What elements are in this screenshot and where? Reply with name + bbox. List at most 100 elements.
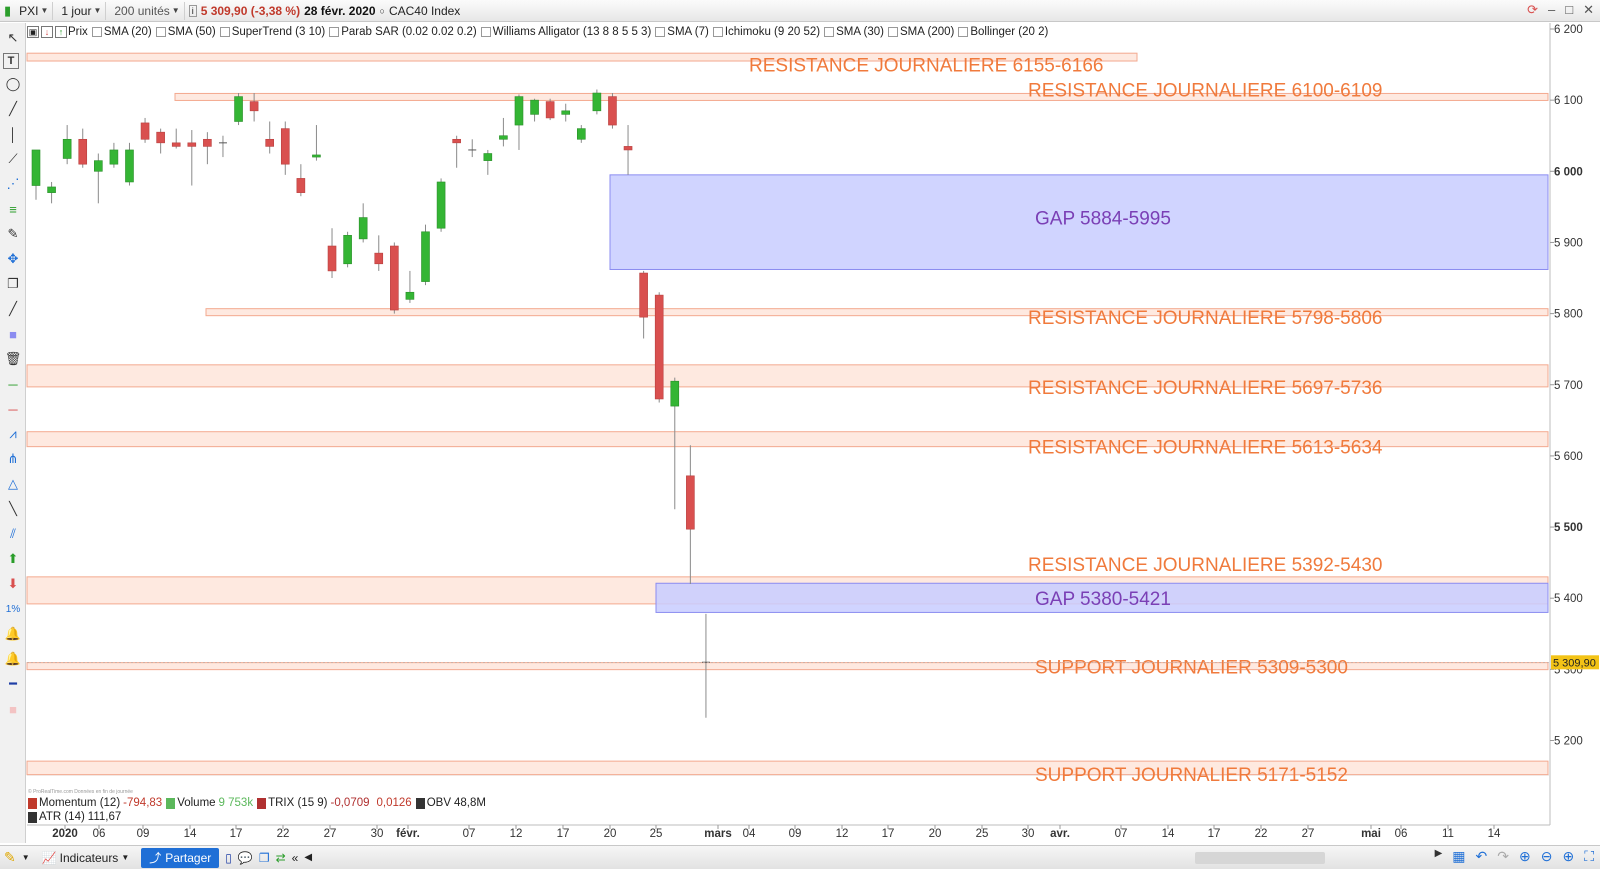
candle (483, 149, 493, 175)
cursor-icon[interactable]: ↖ (7, 30, 19, 45)
triangle-icon[interactable]: △ (8, 476, 18, 491)
indicator-color-swatch[interactable] (166, 797, 176, 809)
indicator-checkbox[interactable] (219, 26, 230, 37)
horizontal-line-red-icon[interactable]: ─ (8, 401, 18, 417)
fullscreen-icon[interactable]: ⛶ (1584, 848, 1594, 864)
redo-icon[interactable]: ↷ (1497, 848, 1509, 864)
undo-icon[interactable]: ↶ (1475, 848, 1488, 864)
rectangle-icon[interactable]: ■ (9, 326, 17, 342)
copy-icon[interactable]: ❐ (7, 276, 19, 291)
indicators-button[interactable]: 📈 Indicateurs ▼ (36, 848, 136, 868)
scroll-right-icon[interactable]: ▶ (1434, 848, 1443, 859)
fibonacci-icon[interactable]: ≡ (9, 201, 17, 217)
color-swatch-icon[interactable]: ■ (9, 701, 17, 717)
zoom-in-icon[interactable]: ⊕ (1562, 848, 1575, 864)
sub-indicator-name[interactable]: OBV (426, 797, 452, 809)
windows-icon[interactable]: ❐ (258, 850, 270, 865)
move-icon[interactable]: ✥ (7, 251, 19, 266)
indicator-item[interactable]: Parab SAR (0.02 0.02 0.2) (341, 26, 477, 38)
pencil-icon[interactable]: ╲ (9, 501, 17, 516)
indicator-color-swatch[interactable] (257, 797, 267, 809)
calendar-icon[interactable]: ▦ (1452, 848, 1466, 864)
tools-icon[interactable]: ✎ (7, 226, 19, 241)
alert-bell-icon[interactable]: 🔔 (4, 626, 22, 641)
sell-arrow-icon[interactable]: ⬇ (7, 576, 19, 591)
candle-body (514, 96, 524, 126)
horizontal-scrollbar[interactable] (1195, 852, 1325, 864)
x-tick-label: févr. (396, 828, 420, 840)
indicator-checkbox[interactable] (712, 26, 723, 37)
info-icon[interactable]: i (188, 4, 197, 17)
indicator-color-swatch[interactable] (28, 811, 37, 823)
indicator-checkbox[interactable] (480, 26, 491, 37)
percent-icon[interactable]: 1% (5, 603, 21, 615)
candle-body (358, 217, 368, 240)
line-icon[interactable]: ╱ (9, 101, 17, 116)
indicator-checkbox[interactable] (888, 26, 899, 37)
indicator-item[interactable]: SMA (7) (667, 26, 709, 38)
units-selector[interactable]: 200 unités ▼ (110, 1, 185, 20)
pencil-icon[interactable]: ✎ (4, 849, 16, 865)
arrow-up-icon[interactable]: ↑ (55, 26, 67, 38)
indicator-checkbox[interactable] (824, 26, 835, 37)
zoom-out-icon[interactable]: ⊖ (1540, 848, 1553, 864)
indicator-item[interactable]: SMA (200) (900, 26, 955, 38)
trendline-icon[interactable]: ⟋ (8, 151, 18, 166)
trash-icon[interactable]: 🗑 (4, 351, 22, 366)
sub-indicator-name[interactable]: ATR (14) (39, 811, 85, 823)
price-indicator-label[interactable]: Prix (68, 26, 88, 38)
alert-add-icon[interactable]: 🔔 (4, 651, 22, 666)
close-icon[interactable]: ✕ (1583, 2, 1594, 17)
indicator-item[interactable]: SuperTrend (3 10) (231, 26, 326, 38)
arrow-down-icon[interactable]: ↓ (41, 26, 53, 38)
indicator-item[interactable]: SMA (50) (167, 26, 216, 38)
indicator-checkbox[interactable] (91, 26, 102, 37)
indicator-checkbox[interactable] (155, 26, 166, 37)
indicator-checkbox[interactable] (329, 26, 340, 37)
sub-indicator-name[interactable]: Volume (177, 797, 216, 809)
indicator-item[interactable]: Williams Alligator (13 8 8 5 5 3) (492, 26, 652, 38)
symbol-selector[interactable]: PXI ▼ (15, 1, 54, 20)
candle-body (436, 181, 446, 229)
indicator-checkbox[interactable] (655, 26, 666, 37)
indicator-item[interactable]: SMA (30) (836, 26, 885, 38)
price-chart[interactable]: RESISTANCE JOURNALIERE 6155-6166 RESISTAN… (0, 0, 1600, 845)
x-tick-label: 14 (1162, 828, 1175, 840)
chat-icon[interactable]: 💬 (237, 850, 253, 865)
collapse-icon[interactable]: « (291, 850, 299, 865)
period-selector[interactable]: 1 jour ▼ (57, 1, 107, 20)
indicator-checkbox[interactable] (958, 26, 969, 37)
channel-icon[interactable]: ⫽ (10, 526, 16, 541)
resistance-label: RESISTANCE JOURNALIERE 5798-5806 (1028, 308, 1382, 329)
buy-arrow-icon[interactable]: ⬆ (7, 551, 19, 566)
indicator-item[interactable]: SMA (20) (103, 26, 152, 38)
sub-indicator-name[interactable]: Momentum (12) (39, 797, 121, 809)
sync-icon[interactable]: ⇄ (275, 850, 286, 865)
x-tick-label: 07 (1115, 828, 1128, 840)
pitchfork-icon[interactable]: ⋔ (7, 451, 19, 466)
chart-type-icon[interactable]: ▮ (4, 2, 12, 18)
share-button[interactable]: ⤴ Partager (141, 847, 220, 868)
ray-icon[interactable]: ╱ (9, 301, 17, 316)
fan-icon[interactable]: ⋰ (6, 176, 20, 191)
scroll-left-icon[interactable]: ◀ (304, 852, 313, 863)
indicator-color-swatch[interactable] (28, 797, 37, 809)
indicator-item[interactable]: Bollinger (20 2) (970, 26, 1049, 38)
layout-icon[interactable]: ▯ (225, 850, 232, 865)
chevron-down-icon[interactable]: ▼ (21, 853, 30, 862)
window-icon[interactable]: ▣ (27, 26, 39, 38)
blue-line-icon[interactable]: ━ (9, 676, 17, 691)
indicator-color-swatch[interactable] (415, 797, 425, 809)
ellipse-icon[interactable]: ◯ (5, 76, 21, 91)
maximize-icon[interactable]: □ (1565, 2, 1574, 17)
zoom-fit-icon[interactable]: ⊕ (1518, 848, 1531, 864)
text-icon[interactable]: T (3, 53, 19, 69)
zigzag-icon[interactable]: ⩘ (9, 426, 17, 441)
candle-body (125, 149, 134, 183)
refresh-icon[interactable]: ⟳ (1527, 2, 1538, 17)
sub-indicator-name[interactable]: TRIX (15 9) (268, 797, 328, 809)
horizontal-line-icon[interactable]: ─ (8, 376, 18, 392)
indicator-item[interactable]: Ichimoku (9 20 52) (724, 26, 821, 38)
vertical-line-icon[interactable]: │ (8, 126, 18, 142)
minimize-icon[interactable]: – (1548, 2, 1556, 17)
